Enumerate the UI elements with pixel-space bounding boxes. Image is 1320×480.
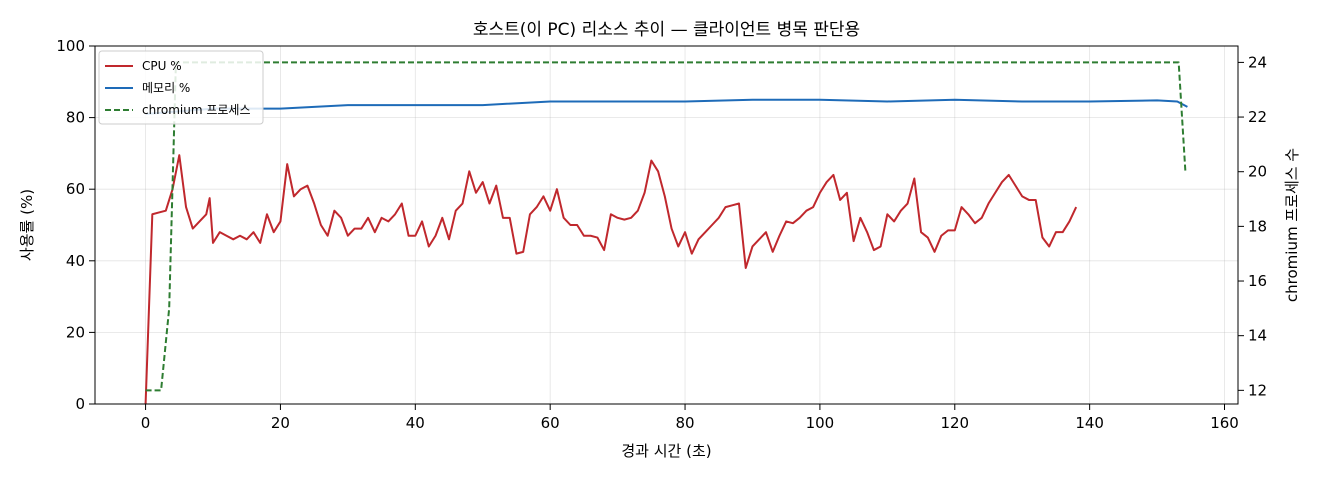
- x-tick-label: 100: [806, 414, 835, 432]
- y-tick-label: 20: [66, 323, 85, 341]
- series-layer: [144, 61, 1188, 405]
- ticks: 0 20 40 60 80 100 120 140 160 0 20 40 60 80 100 12 14 16 1…: [56, 37, 1267, 432]
- legend-label-memory: 메모리 %: [142, 81, 190, 95]
- chart-title: 호스트(이 PC) 리소스 추이 — 클라이언트 병목 판단용: [473, 20, 860, 40]
- y-tick-label: 100: [56, 37, 85, 55]
- y-tick-label: 40: [66, 252, 85, 270]
- x-tick-label: 160: [1210, 414, 1239, 432]
- y2-tick-label: 16: [1248, 272, 1267, 290]
- x-tick-label: 140: [1075, 414, 1104, 432]
- y-tick-label: 80: [66, 109, 85, 127]
- y2-tick-label: 24: [1248, 53, 1267, 71]
- y-tick-label: 0: [75, 395, 85, 413]
- legend-box: [98, 50, 264, 125]
- x-axis-title: 경과 시간 (초): [621, 442, 711, 460]
- y2-tick-label: 14: [1248, 327, 1267, 345]
- legend-label-cpu: CPU %: [142, 59, 182, 73]
- legend: CPU % 메모리 % chromium 프로세스: [98, 50, 264, 125]
- y2-tick-label: 12: [1248, 381, 1267, 399]
- x-tick-label: 0: [141, 414, 151, 432]
- axes: [94, 45, 1239, 405]
- x-tick-label: 120: [940, 414, 969, 432]
- x-tick-label: 60: [541, 414, 560, 432]
- x-tick-label: 80: [675, 414, 694, 432]
- x-tick-label: 20: [271, 414, 290, 432]
- plot-area-frame: [94, 45, 1239, 405]
- y2-tick-label: 20: [1248, 163, 1267, 181]
- y-axis-title: 사용률 (%): [18, 189, 36, 261]
- y-tick-label: 60: [66, 180, 85, 198]
- memory-series-line: [145, 98, 1188, 116]
- x-tick-label: 40: [406, 414, 425, 432]
- chromium-process-series-line: [145, 61, 1187, 392]
- y2-tick-label: 18: [1248, 217, 1267, 235]
- legend-label-chromium: chromium 프로세스: [142, 103, 251, 117]
- y2-axis-title: chromium 프로세스 수: [1283, 148, 1301, 302]
- cpu-series-line: [144, 154, 1078, 405]
- y2-tick-label: 22: [1248, 108, 1267, 126]
